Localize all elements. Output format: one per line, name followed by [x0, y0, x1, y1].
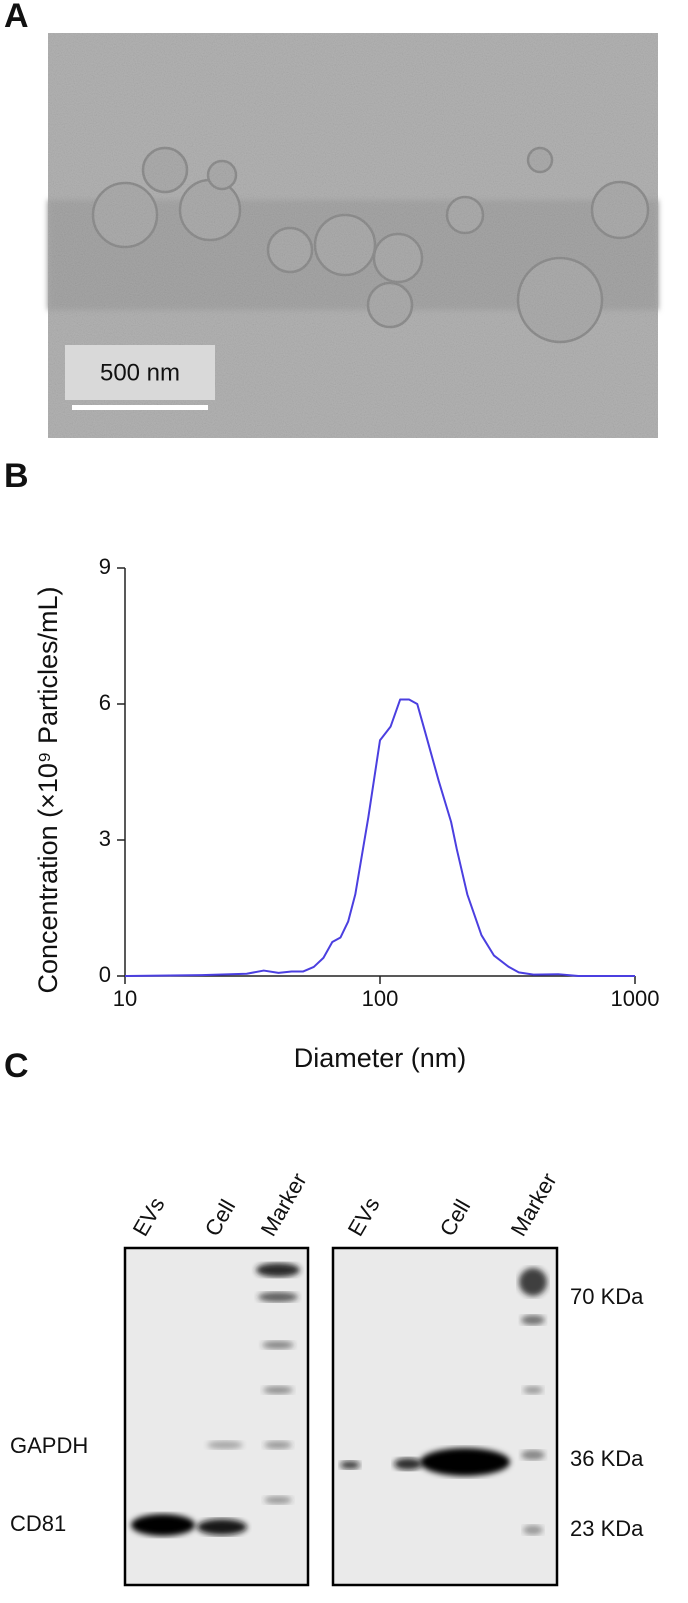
y-axis-label: Concentration (×10⁹ Particles/mL) [33, 587, 63, 994]
marker-label: 23 KDa [570, 1516, 644, 1541]
blot-band [264, 1441, 292, 1449]
y-tick-label: 3 [99, 826, 111, 851]
lane-label: Cell [200, 1195, 241, 1240]
blot-band [258, 1292, 298, 1302]
band-label: GAPDH [10, 1433, 88, 1458]
marker-label: 36 KDa [570, 1446, 644, 1471]
data-line [124, 698, 635, 977]
scale-label: 500 nm [100, 359, 180, 386]
panel-label: C [4, 1047, 29, 1085]
scale-box [65, 345, 215, 400]
lane-label: Marker [256, 1169, 312, 1241]
marker-label: 70 KDa [570, 1284, 644, 1309]
western-blots: EVs Cell Marker EVs Cell Marker GAPDH CD81 70 KD… [10, 1169, 644, 1587]
blot-frame [123, 1246, 310, 1587]
blot-band [521, 1450, 545, 1460]
lane-label: Cell [435, 1195, 476, 1240]
panel-label: A [4, 0, 29, 35]
scale-bar [72, 405, 208, 410]
blot-band [521, 1315, 545, 1325]
panel-label: B [4, 457, 29, 495]
blot-band [394, 1458, 422, 1470]
band-label: CD81 [10, 1511, 66, 1536]
blot-band [131, 1514, 195, 1536]
chart: 0 3 6 9 10 100 1000 [99, 554, 660, 1011]
blot-band [523, 1525, 543, 1535]
blot-band [523, 1386, 543, 1394]
lane-label: EVs [128, 1193, 170, 1240]
blot-band [262, 1341, 294, 1349]
blot-band [256, 1263, 300, 1277]
blot-band [263, 1386, 293, 1394]
lane-label: EVs [343, 1193, 385, 1240]
blot-frame [331, 1246, 559, 1587]
x-axis-label: Diameter (nm) [294, 1043, 467, 1073]
x-tick-label: 100 [362, 986, 399, 1011]
y-tick-label: 9 [99, 554, 111, 579]
x-tick-label: 10 [113, 986, 137, 1011]
blot-band [264, 1496, 292, 1504]
blot-band [207, 1441, 243, 1449]
blot-band [420, 1448, 510, 1476]
lane-label: Marker [506, 1169, 562, 1241]
blot-band [197, 1519, 247, 1535]
blot-band [340, 1461, 360, 1469]
y-tick-label: 0 [99, 962, 111, 987]
y-tick-label: 6 [99, 690, 111, 715]
x-tick-label: 1000 [611, 986, 660, 1011]
blot-band [519, 1268, 547, 1296]
blot-background [333, 1248, 557, 1585]
